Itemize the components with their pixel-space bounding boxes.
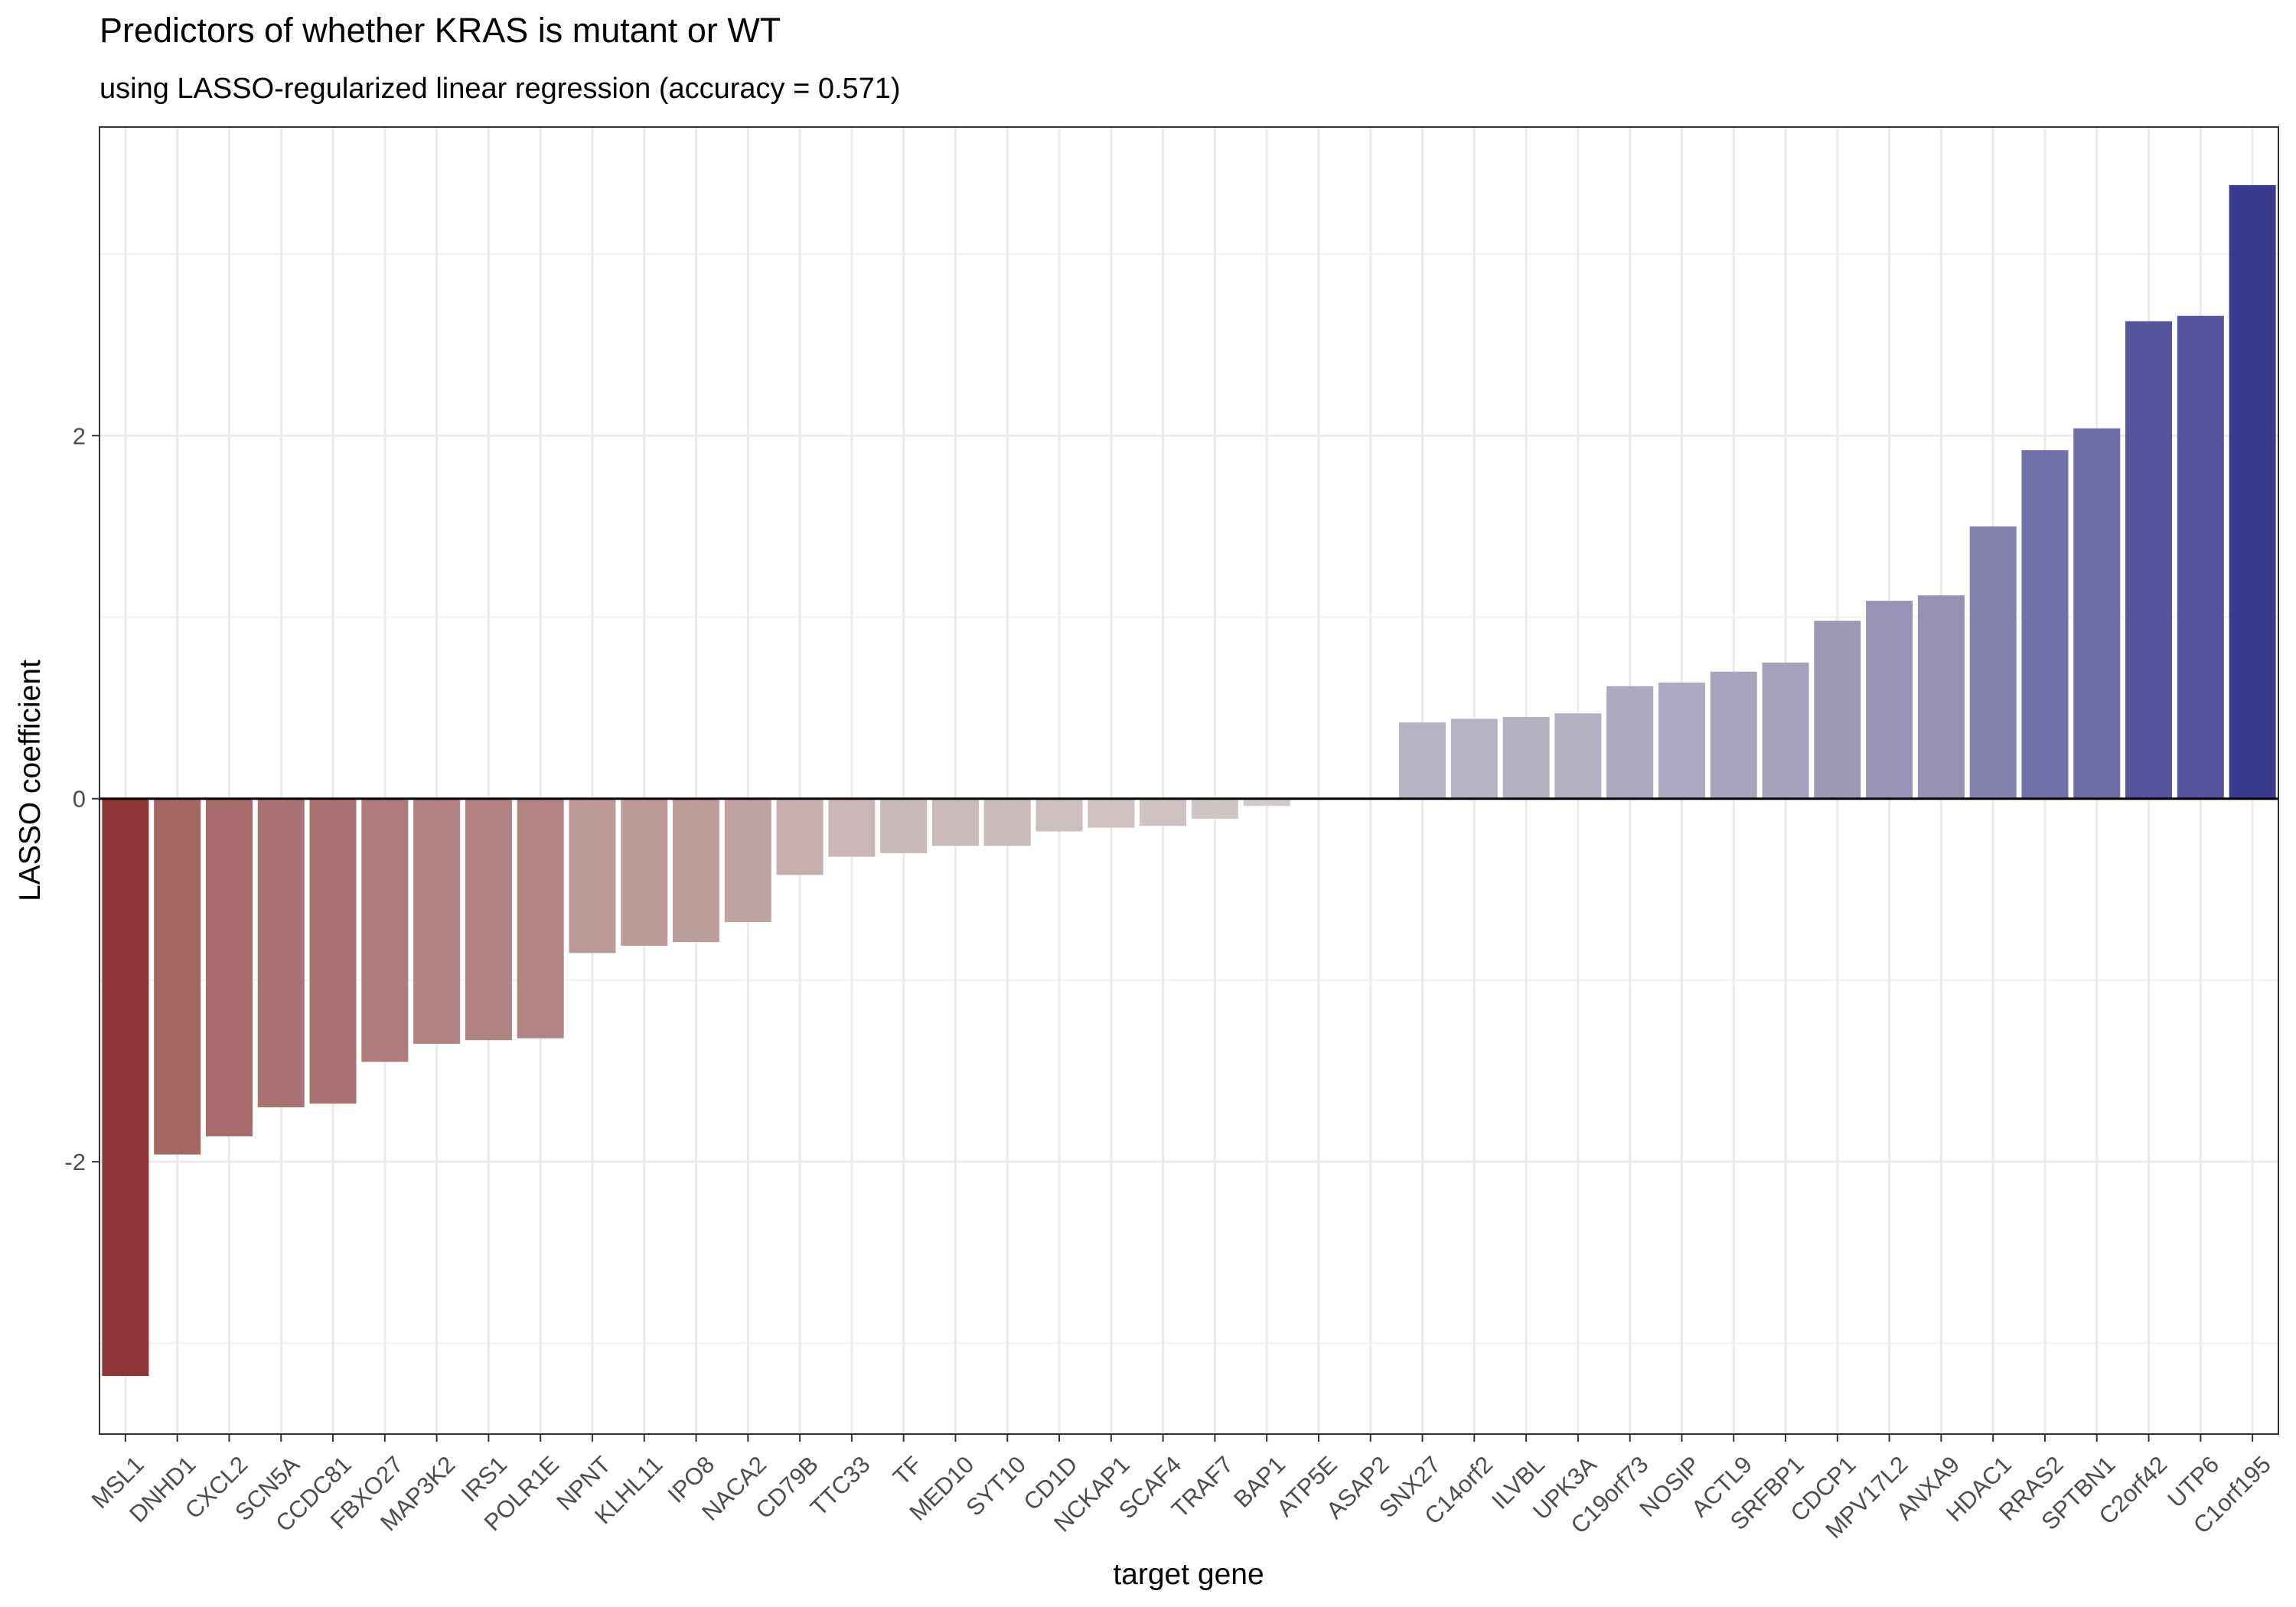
y-axis-title: LASSO coefficient — [14, 660, 47, 901]
bar-sptbn1 — [2073, 428, 2121, 799]
x-tick-label: TTC33 — [805, 1451, 876, 1521]
bar-fbxo27 — [361, 798, 409, 1062]
bar-naca2 — [724, 798, 771, 923]
bar-actl9 — [1710, 671, 1757, 799]
bar-msl1 — [102, 798, 149, 1377]
bar-polr1e — [517, 798, 564, 1038]
bar-c14orf2 — [1450, 719, 1498, 799]
bars — [102, 184, 2276, 1377]
bar-map3k2 — [413, 798, 461, 1044]
x-tick-label: SYT10 — [960, 1451, 1031, 1521]
bar-med10 — [931, 798, 979, 846]
bar-traf7 — [1191, 798, 1238, 819]
x-axis-title: target gene — [1113, 1558, 1264, 1591]
bar-npnt — [569, 798, 616, 953]
bar-cxcl2 — [205, 798, 253, 1136]
y-tick-label: 0 — [73, 786, 86, 813]
bar-syt10 — [983, 798, 1031, 846]
x-tick-label: TF — [888, 1451, 928, 1491]
x-axis-ticks: MSL1DNHD1CXCL2SCN5ACCDC81FBXO27MAP3K2IRS… — [86, 1434, 2276, 1543]
plot-panel-border — [99, 126, 2279, 1435]
bar-rras2 — [2021, 450, 2069, 799]
bar-hdac1 — [1969, 526, 2017, 799]
chart-title: Predictors of whether KRAS is mutant or … — [99, 11, 781, 50]
bar-ilvbl — [1502, 716, 1550, 799]
bar-snx27 — [1399, 722, 1446, 799]
bar-nosip — [1658, 682, 1705, 799]
bar-tf — [880, 798, 928, 853]
y-tick-label: 2 — [73, 422, 86, 449]
bar-irs1 — [465, 798, 512, 1041]
y-axis-ticks: -2 0 2 — [64, 422, 99, 1175]
bar-scn5a — [257, 798, 305, 1107]
bar-cd1d — [1035, 798, 1083, 832]
y-tick-label: -2 — [64, 1149, 86, 1175]
bar-klhl11 — [621, 798, 668, 946]
bar-bap1 — [1243, 798, 1290, 807]
bar-anxa9 — [1917, 595, 1965, 799]
bar-dnhd1 — [154, 798, 201, 1155]
bar-c1orf195 — [2229, 184, 2276, 799]
chart-subtitle: using LASSO-regularized linear regressio… — [99, 73, 901, 105]
bar-mpv17l2 — [1866, 601, 1913, 799]
bar-ttc33 — [828, 798, 876, 857]
bar-ipo8 — [673, 798, 720, 943]
bar-cdcp1 — [1814, 621, 1861, 799]
bar-utp6 — [2177, 315, 2224, 799]
bar-c19orf73 — [1606, 686, 1654, 799]
bar-upk3a — [1554, 713, 1602, 799]
bar-cd79b — [776, 798, 823, 875]
bar-nckap1 — [1088, 798, 1135, 828]
bar-c2orf42 — [2125, 321, 2173, 799]
bar-scaf4 — [1140, 798, 1187, 826]
bar-ccdc81 — [309, 798, 357, 1104]
bar-srfbp1 — [1762, 662, 1809, 799]
